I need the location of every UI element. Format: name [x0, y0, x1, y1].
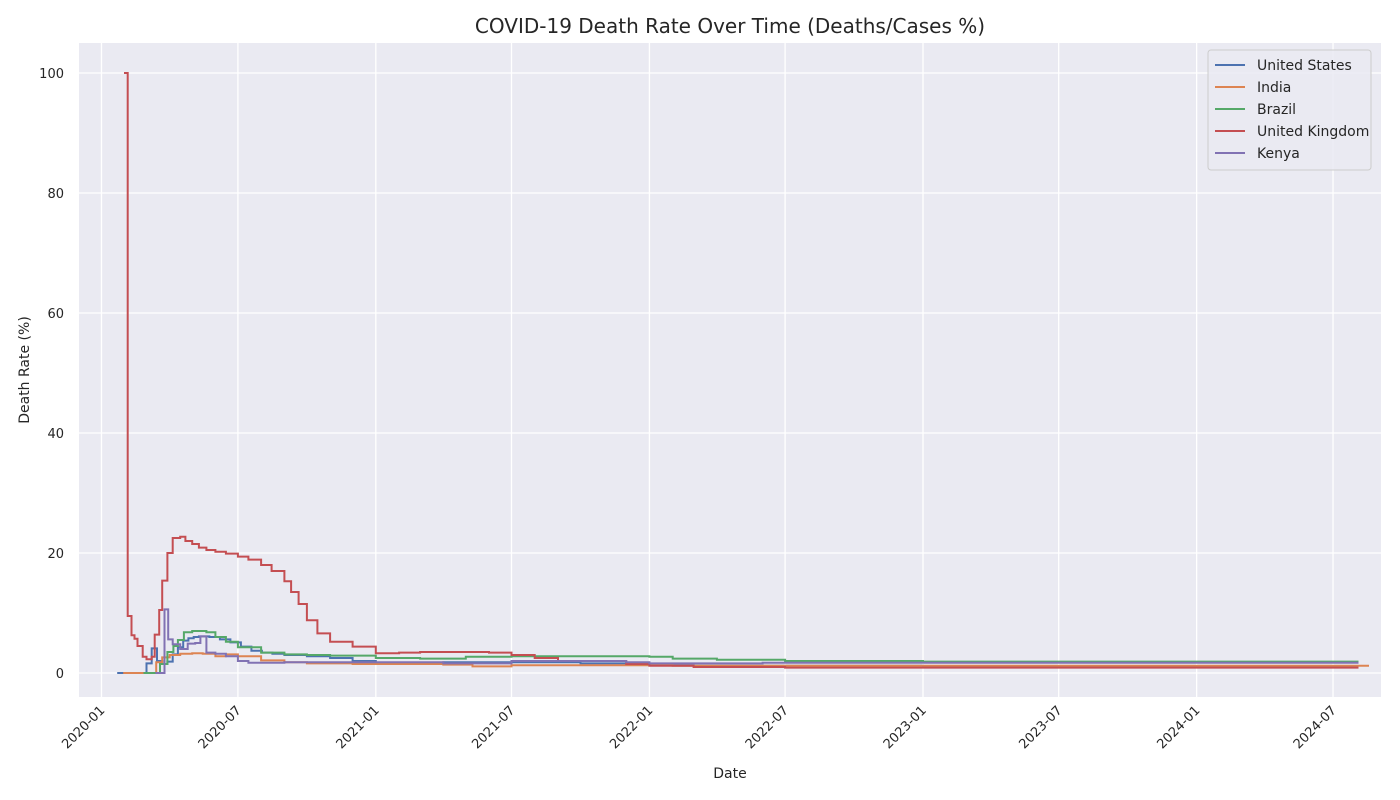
x-tick-label: 2024-07	[1291, 703, 1340, 752]
legend: United States India Brazil United Kingdom Ke…	[1207, 49, 1372, 171]
y-tick-label: 20	[47, 547, 64, 562]
legend-label: Brazil	[1257, 102, 1296, 118]
legend-label: United Kingdom	[1257, 124, 1369, 140]
legend-frame	[1207, 49, 1372, 171]
chart-title: COVID-19 Death Rate Over Time (Deaths/Ca…	[475, 14, 985, 38]
y-tick-label: 100	[39, 67, 64, 82]
x-tick-label: 2022-07	[743, 703, 792, 752]
x-tick-label: 2024-01	[1154, 703, 1203, 752]
y-axis-ticks: 0 20 40 60 80 100	[39, 67, 64, 682]
y-tick-label: 60	[47, 307, 64, 322]
x-tick-label: 2022-01	[607, 703, 656, 752]
legend-label: United States	[1257, 58, 1352, 74]
legend-label: Kenya	[1257, 146, 1300, 162]
plot-area	[79, 43, 1381, 697]
legend-label: India	[1257, 80, 1291, 96]
y-axis-label: Death Rate (%)	[17, 316, 33, 424]
x-tick-label: 2021-07	[469, 703, 518, 752]
series-lines	[117, 72, 1369, 674]
y-tick-label: 80	[47, 187, 64, 202]
series-line-kenya	[155, 608, 1359, 674]
x-tick-label: 2023-07	[1016, 703, 1065, 752]
x-tick-label: 2023-01	[881, 703, 930, 752]
x-axis-label: Date	[713, 766, 746, 782]
y-tick-label: 40	[47, 427, 64, 442]
x-tick-label: 2021-01	[334, 703, 383, 752]
x-tick-label: 2020-01	[59, 703, 108, 752]
x-axis-ticks: 2020-01 2020-07 2021-01 2021-07 2022-01 2022-…	[59, 703, 1340, 752]
grid-lines	[79, 43, 1381, 697]
x-tick-label: 2020-07	[196, 703, 245, 752]
series-line-united-kingdom	[124, 72, 1359, 669]
y-tick-label: 0	[56, 667, 64, 682]
